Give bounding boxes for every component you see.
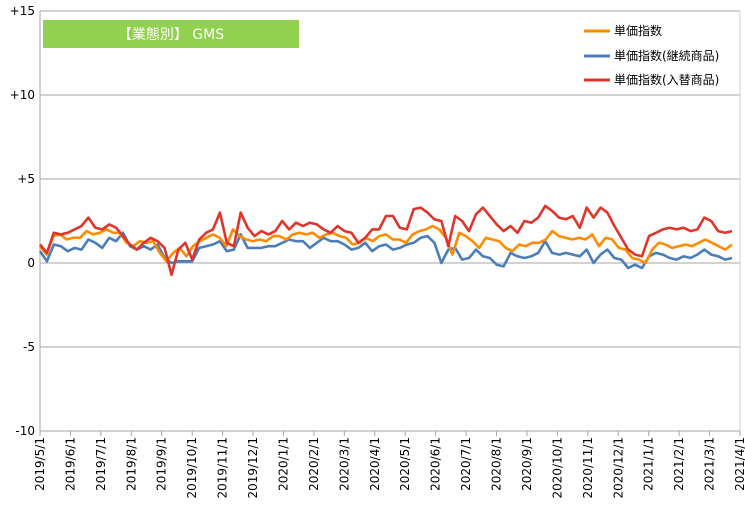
series-lines: [38, 204, 733, 277]
legend-label-1: 単価指数(継続商品): [614, 48, 719, 63]
y-tick-label: -5: [23, 340, 35, 354]
x-tick-label: 2019/6/1: [63, 437, 77, 491]
grid: [39, 10, 741, 432]
x-tick-label: 2020/1/1: [276, 437, 290, 491]
x-tick-label: 2019/9/1: [155, 437, 169, 491]
x-tick-label: 2020/6/1: [429, 437, 443, 491]
x-tick-label: 2020/4/1: [368, 437, 382, 491]
x-tick-label: 2020/12/1: [611, 437, 625, 499]
x-tick-label: 2021/4/1: [733, 437, 745, 491]
x-tick-label: 2020/2/1: [307, 437, 321, 491]
y-tick-label: +5: [17, 172, 35, 186]
series-line-2: [38, 204, 733, 277]
x-tick-label: 2020/3/1: [337, 437, 351, 491]
x-tick-label: 2021/1/1: [642, 437, 656, 491]
series-line-0: [38, 224, 733, 265]
x-tick-label: 2020/7/1: [459, 437, 473, 491]
x-tick-label: 2019/11/1: [216, 437, 230, 499]
chart-title: 【業態別】 GMS: [118, 27, 224, 43]
x-axis: 2019/5/1 2019/6/1 2019/7/1 2019/8/1 2019/9/1…: [33, 431, 745, 499]
x-tick-label: 2019/12/1: [246, 437, 260, 499]
x-tick-label: 2021/2/1: [672, 437, 686, 491]
x-tick-label: 2019/5/1: [33, 437, 47, 491]
x-tick-label: 2020/8/1: [490, 437, 504, 491]
legend-label-0: 単価指数: [614, 23, 662, 38]
x-tick-label: 2019/10/1: [185, 437, 199, 499]
y-tick-label: +15: [10, 4, 35, 18]
x-tick-label: 2019/7/1: [94, 437, 108, 491]
x-tick-label: 2020/5/1: [398, 437, 412, 491]
x-tick-label: 2020/9/1: [520, 437, 534, 491]
y-tick-label: +10: [10, 88, 35, 102]
y-tick-label: -10: [15, 424, 35, 438]
x-tick-label: 2021/3/1: [703, 437, 717, 491]
x-tick-label: 2020/10/1: [550, 437, 564, 499]
y-axis: +15 +10 +5 0 -5 -10: [10, 4, 35, 438]
legend-label-2: 単価指数(入替商品): [614, 72, 719, 87]
title-banner: [43, 20, 299, 48]
x-tick-label: 2020/11/1: [581, 437, 595, 499]
x-tick-label: 2019/8/1: [124, 437, 138, 491]
y-tick-label: 0: [27, 256, 35, 270]
